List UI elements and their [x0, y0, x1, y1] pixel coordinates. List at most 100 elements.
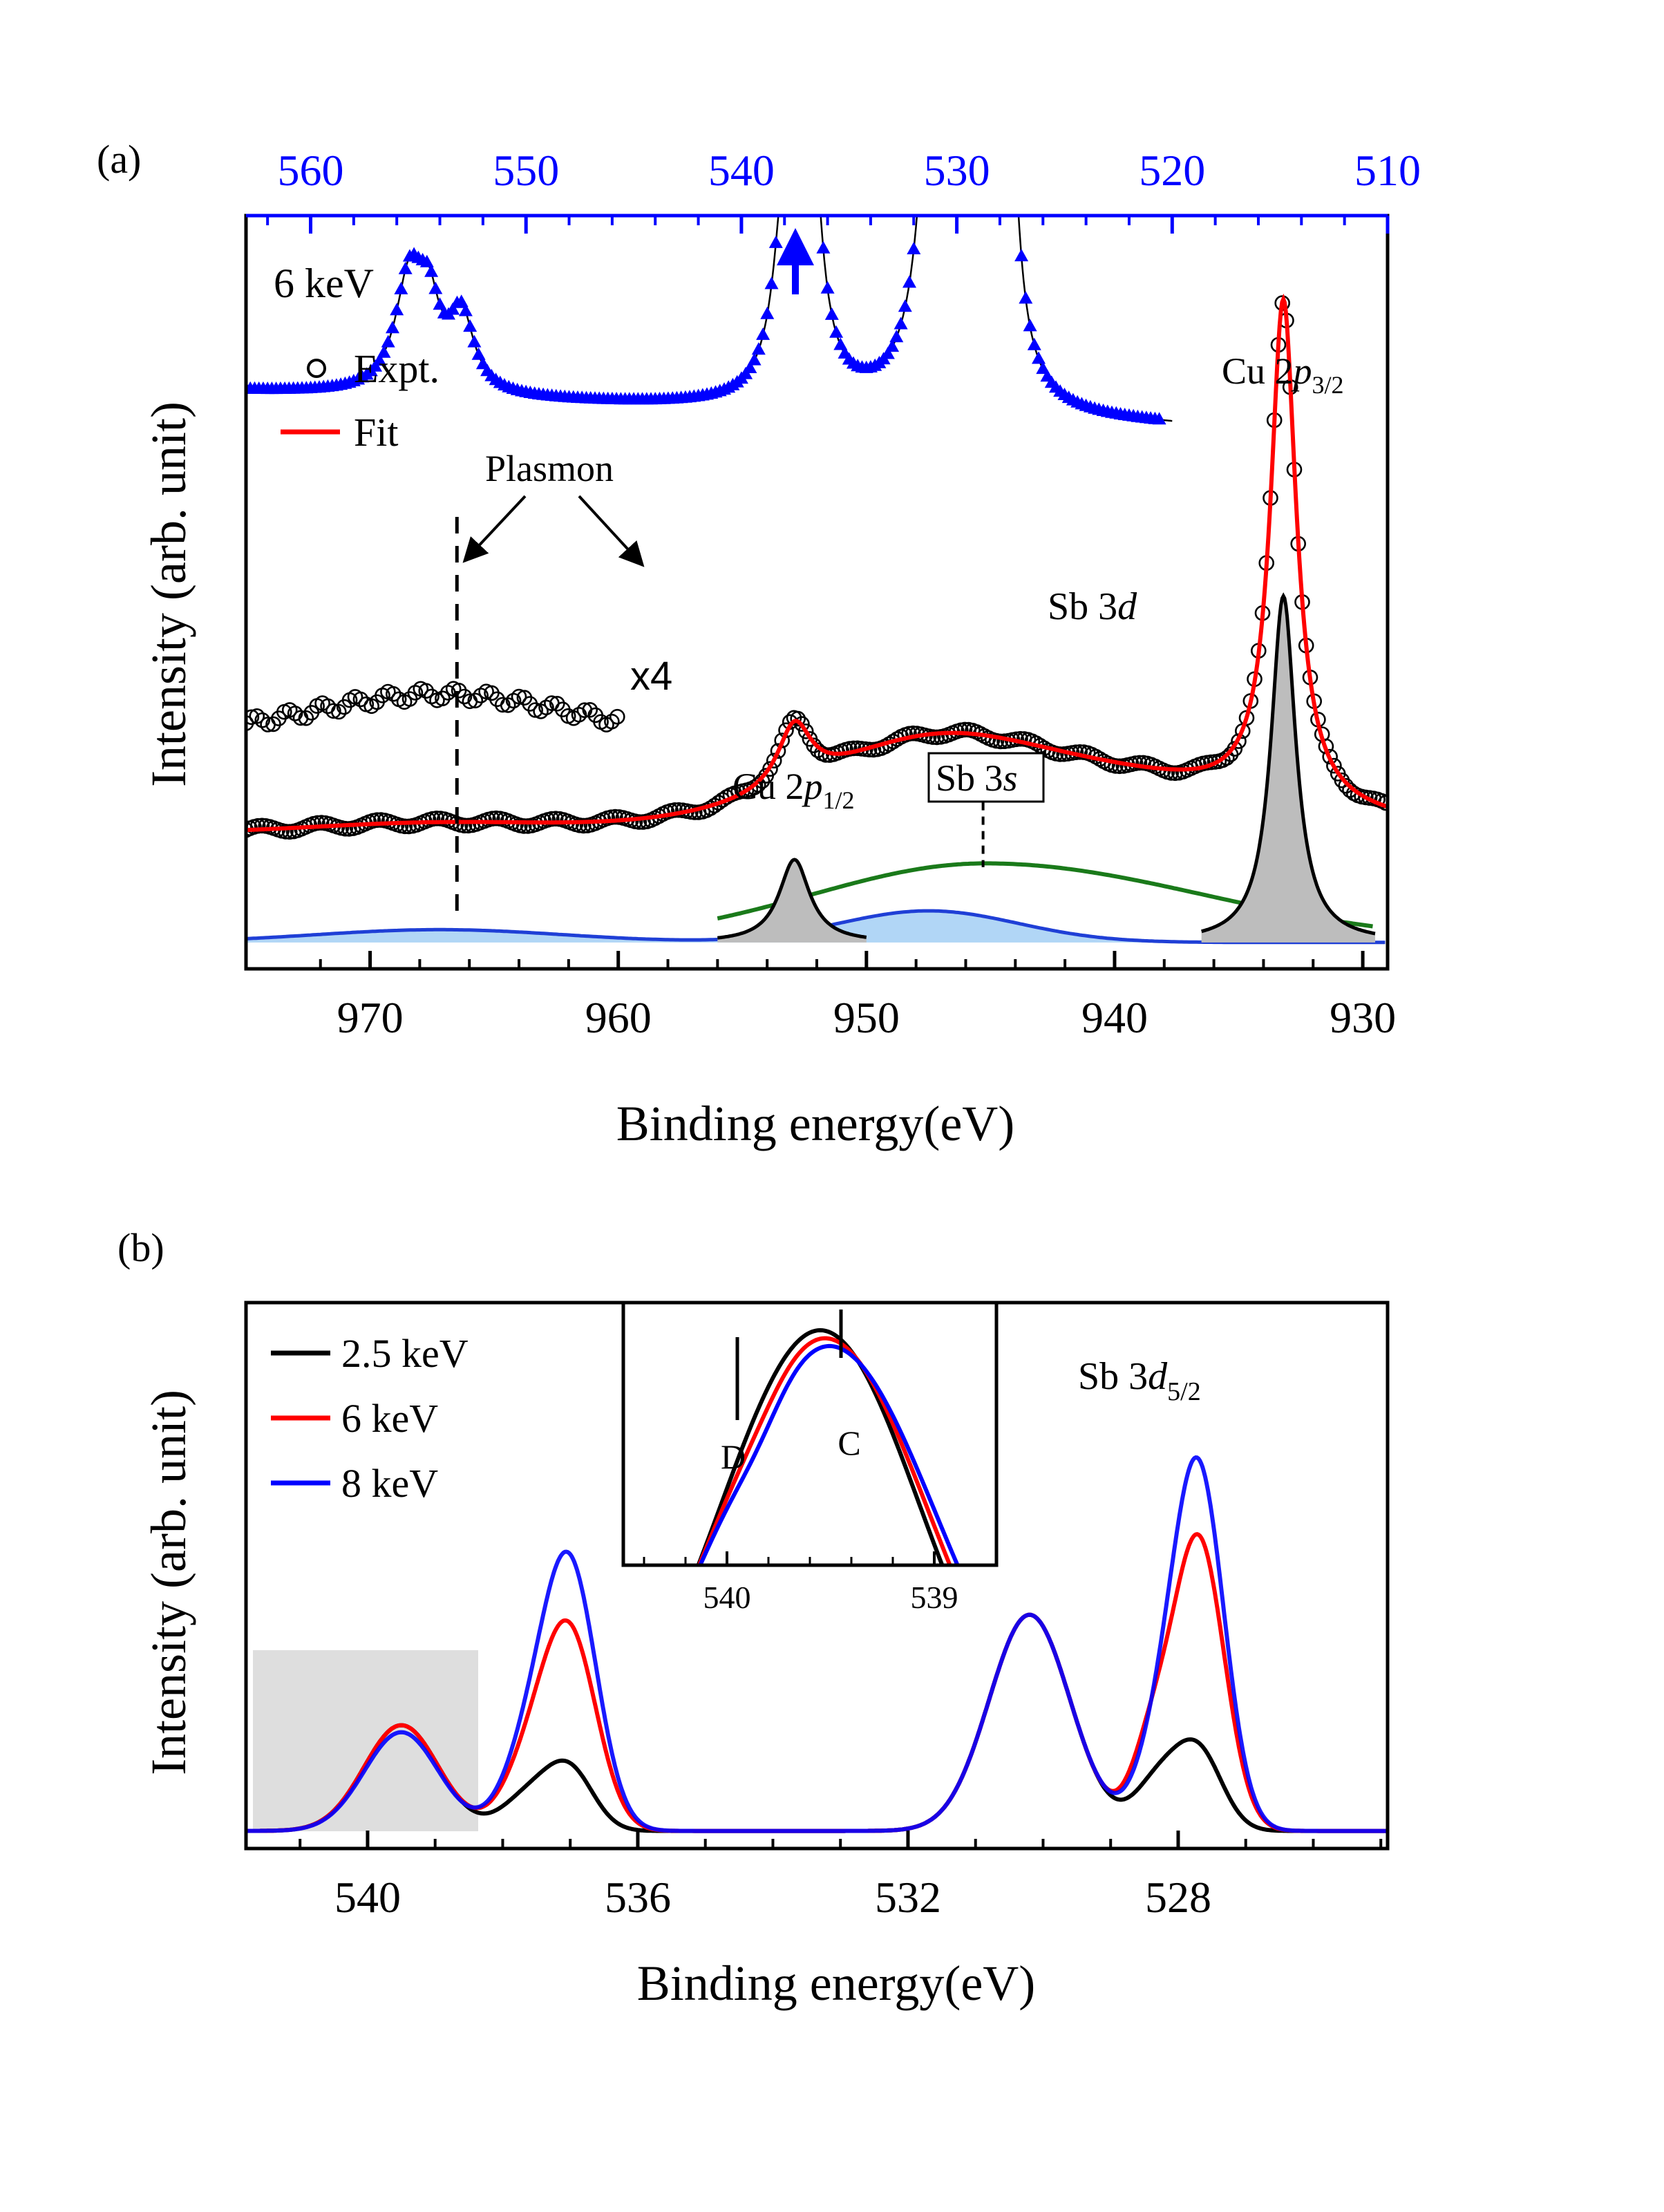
x4-point	[609, 708, 625, 725]
sb3d-point	[829, 325, 844, 338]
inset-marker-label: C	[838, 1424, 860, 1462]
series-8-keV	[246, 1455, 1388, 1833]
sb3d-point	[1006, 71, 1020, 84]
top-x-tick-label: 550	[493, 146, 559, 195]
sb3d-point	[764, 276, 779, 290]
inset-plot-area	[696, 1327, 960, 1565]
sb3d-point	[898, 299, 912, 312]
sb3d-point	[907, 242, 921, 254]
expt-point	[456, 817, 473, 833]
sb3d-point	[1027, 337, 1041, 350]
x4-point	[494, 697, 511, 713]
inset-x-tick-label: 539	[911, 1580, 958, 1615]
sb3d-point	[808, 91, 822, 103]
sb3d-point	[768, 235, 783, 248]
cu2p12-label: Cu 2p1/2	[732, 766, 855, 814]
expt-point	[770, 743, 786, 759]
sb3d-point	[889, 330, 904, 343]
sb3d-point	[377, 345, 391, 358]
panel-b-plot-area	[246, 1455, 1388, 1833]
expt-point	[797, 724, 814, 739]
x-tick-label: 930	[1330, 993, 1396, 1042]
expt-point	[956, 721, 973, 738]
x-tick-label: 532	[875, 1873, 941, 1922]
x4-point	[582, 702, 598, 718]
panel-b-xlabel: Binding energy(eV)	[637, 1956, 1036, 2011]
panel-a-xlabel: Binding energy(eV)	[616, 1096, 1015, 1151]
legend-fit-label: Fit	[354, 410, 399, 455]
sb3d-point	[980, 17, 994, 29]
x-tick-label: 940	[1081, 993, 1148, 1042]
expt-point	[794, 716, 810, 732]
sb3d-point	[381, 334, 395, 348]
x4-point	[330, 703, 347, 720]
panel-b: (b) 540 536 532 528 Binding energy(eV) Inte…	[117, 1225, 1390, 2011]
sb3d-point	[824, 307, 839, 320]
sb3d-point	[911, 195, 925, 207]
x4-label: x4	[630, 654, 672, 699]
sb3d-label: Sb 3d	[1048, 585, 1137, 628]
plasmon-arrow-left	[462, 495, 527, 563]
x4-point	[298, 710, 314, 726]
expt-point	[790, 710, 806, 727]
sb3d-point	[920, 48, 934, 61]
sb3d-point	[916, 131, 929, 143]
x4-point	[435, 690, 451, 707]
sb3d-point	[885, 339, 900, 352]
sb3d-point	[424, 264, 439, 277]
panel-a-legend: Expt. Fit	[281, 346, 439, 455]
x4-point	[549, 695, 565, 712]
fit-line	[246, 293, 1388, 833]
sb3d-point	[791, 40, 804, 53]
expt-point	[1219, 750, 1235, 766]
expt-point	[337, 820, 354, 837]
sb3s-label: Sb 3s	[936, 757, 1018, 799]
sb3d-point	[950, 63, 964, 75]
panel-a-ticks: 970 960 950 940 930 560 550 540 530 520 510	[266, 146, 1421, 1042]
inset-marker-label: D	[721, 1437, 746, 1476]
sb3d-point	[747, 352, 762, 366]
plasmon-label: Plasmon	[485, 448, 614, 489]
sb3d52-label: Sb 3d5/2	[1078, 1355, 1201, 1406]
legend-expt-label: Expt.	[354, 346, 439, 391]
sb3d-point	[372, 353, 387, 366]
sb3d-point	[471, 347, 486, 360]
cu2p12-component-fill	[717, 860, 867, 943]
x4-point	[385, 686, 401, 702]
panel-a-label: (a)	[97, 137, 141, 182]
sb3d-point	[394, 281, 408, 294]
sb3d-point	[1019, 291, 1033, 304]
top-x-tick-label: 530	[924, 146, 990, 195]
expt-point	[806, 737, 822, 753]
plasmon-fill	[246, 911, 1388, 943]
expt-point	[667, 802, 683, 818]
x-tick-label: 950	[833, 993, 900, 1042]
sb3d-point	[454, 294, 469, 308]
x4-point	[511, 688, 527, 705]
expt-point	[1131, 755, 1148, 771]
x4-point	[254, 712, 271, 728]
sb3d-point	[773, 187, 787, 200]
cu2p32-label: Cu 2p3/2	[1222, 350, 1344, 399]
sb3d-point	[1010, 181, 1024, 193]
expt-point	[766, 753, 782, 768]
expt-point	[310, 815, 325, 831]
panel-b-ylabel: Intensity (arb. unit)	[141, 1390, 196, 1775]
sb3d-point	[894, 316, 908, 330]
inset-series-2	[697, 1343, 960, 1565]
legend-expt-marker	[307, 359, 326, 378]
sb3d-point	[1032, 351, 1046, 364]
x-tick-label: 528	[1145, 1873, 1211, 1922]
sb3d-point	[972, 120, 985, 133]
sb3d-point	[386, 321, 399, 334]
panel-a-title: 6 keV	[274, 261, 374, 306]
sb3d-point	[816, 240, 831, 254]
legend-8kev-label: 8 keV	[341, 1461, 438, 1506]
x4-point	[467, 692, 484, 709]
sb3d-point	[446, 302, 460, 315]
expt-point	[631, 814, 647, 830]
top-x-tick-label: 560	[278, 146, 344, 195]
top-axis-arrow	[777, 228, 814, 294]
panel-a-frame	[244, 214, 1390, 971]
